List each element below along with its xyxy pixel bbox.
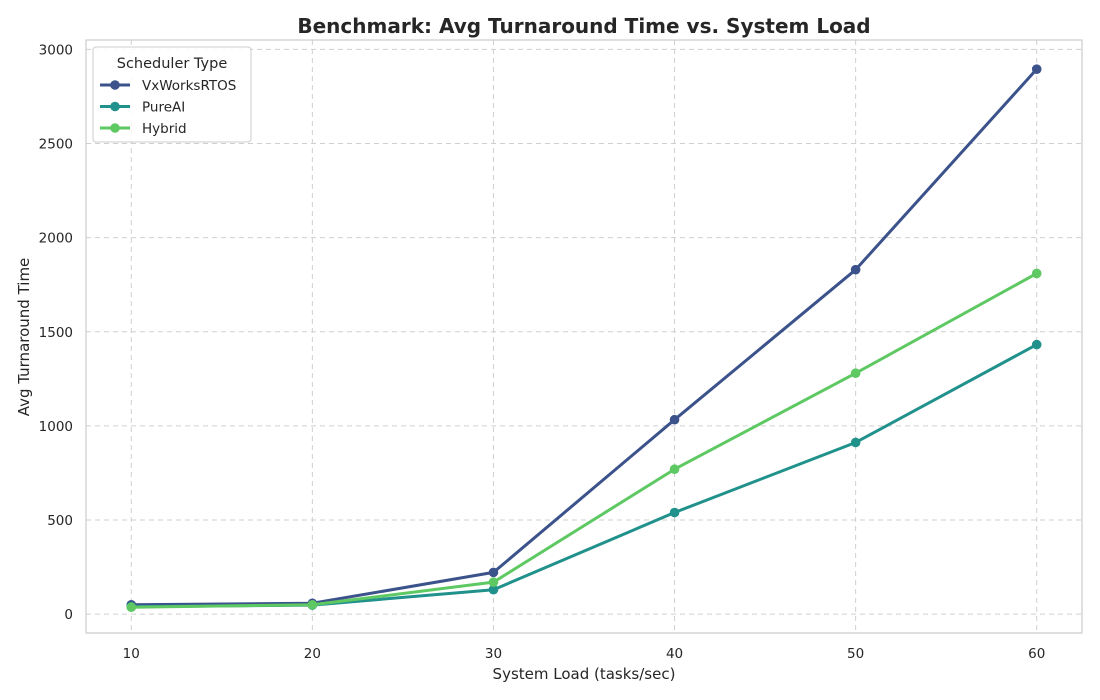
x-tick-label: 30: [485, 646, 502, 662]
legend-title: Scheduler Type: [117, 56, 228, 72]
y-tick-label: 0: [64, 607, 73, 623]
series-layer: [126, 64, 1042, 613]
series-line-hybrid: [129, 271, 1039, 609]
legend-swatch-marker: [110, 101, 120, 112]
legend-entry-vxworksrtos: VxWorksRTOS: [100, 78, 236, 94]
x-tick-label: 10: [123, 646, 140, 662]
data-point-pureai: [488, 584, 499, 595]
legend-label: Hybrid: [142, 121, 187, 137]
legend-swatch-marker: [110, 80, 120, 90]
data-point-hybrid: [307, 599, 318, 610]
data-point-pureai: [1031, 339, 1042, 350]
x-tick-label: 20: [304, 646, 321, 662]
data-point-vxworksrtos: [1031, 64, 1042, 74]
y-tick-label: 1500: [39, 325, 73, 341]
y-tick-label: 3000: [39, 42, 73, 58]
y-tick-label: 1000: [39, 419, 73, 435]
x-tick-label: 40: [666, 646, 683, 662]
legend-label: PureAI: [142, 100, 185, 116]
series-pureai: [126, 339, 1042, 612]
data-point-hybrid: [850, 368, 861, 379]
series-vxworksrtos: [126, 64, 1042, 610]
chart-title: Benchmark: Avg Turnaround Time vs. Syste…: [297, 14, 870, 38]
legend-label: VxWorksRTOS: [142, 78, 236, 94]
data-point-vxworksrtos: [669, 414, 680, 425]
data-point-pureai: [669, 507, 680, 518]
x-tick-label: 50: [847, 646, 864, 662]
grid: [86, 40, 1082, 633]
data-point-pureai: [850, 437, 861, 448]
tick-labels: 0 500 1000 1500 2000 2500 3000 10 20 30 40 50 60: [39, 42, 1046, 662]
series-hybrid: [126, 268, 1042, 613]
data-point-hybrid: [1031, 268, 1042, 279]
legend-entry-pureai: PureAI: [100, 100, 185, 116]
legend-swatch-marker: [110, 123, 120, 133]
y-tick-label: 500: [47, 513, 73, 529]
x-tick-label: 60: [1028, 646, 1045, 662]
data-point-hybrid: [488, 577, 499, 587]
data-point-vxworksrtos: [850, 264, 861, 275]
legend-box: [92, 46, 252, 143]
y-axis-label: Avg Turnaround Time: [15, 258, 33, 417]
plot-area-frame: [85, 39, 1083, 634]
series-line-vxworksrtos: [129, 67, 1039, 607]
y-tick-label: 2000: [39, 231, 73, 247]
data-point-hybrid: [126, 602, 137, 613]
legend-entry-hybrid: Hybrid: [100, 121, 187, 137]
x-axis-label: System Load (tasks/sec): [493, 665, 676, 683]
y-tick-label: 2500: [39, 137, 73, 153]
series-line-pureai: [129, 343, 1039, 609]
data-point-vxworksrtos: [488, 567, 499, 578]
data-point-hybrid: [669, 464, 680, 475]
legend: Scheduler Type VxWorksRTOS PureAI Hybrid: [92, 46, 252, 143]
